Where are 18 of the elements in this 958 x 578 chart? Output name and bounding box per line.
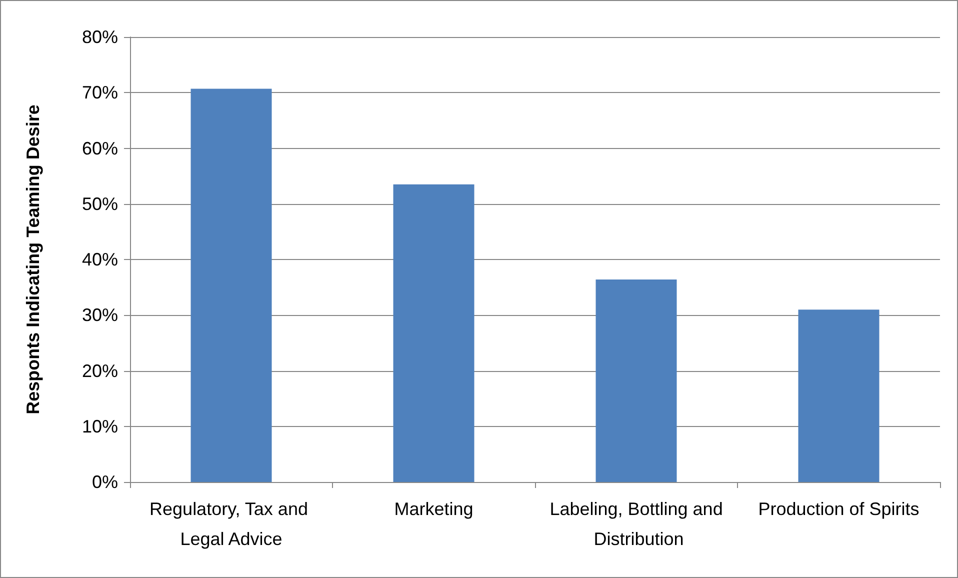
bar [190, 88, 272, 482]
y-tick-label: 80% [82, 27, 118, 47]
y-tick-label: 70% [82, 82, 118, 103]
x-tick-label: Production of Spirits [758, 499, 920, 519]
y-axis-title: Responts Indicating Teaming Desire [23, 104, 43, 414]
bar [393, 184, 474, 482]
y-tick-label: 20% [82, 360, 118, 381]
x-tick-label: Regulatory, Tax and Legal Advice [150, 499, 313, 549]
y-tick-label: 60% [82, 138, 118, 158]
bar [596, 280, 677, 482]
x-tick-label: Marketing [394, 499, 474, 519]
y-tick-label: 50% [82, 194, 118, 214]
x-tick-label: Labeling, Bottling and Distribution [550, 499, 723, 549]
bar [798, 310, 880, 482]
y-tick-label: 10% [82, 416, 118, 436]
y-tick-label: 40% [82, 250, 118, 270]
y-tick-label: 30% [82, 305, 118, 326]
y-tick-label: 0% [92, 472, 118, 492]
